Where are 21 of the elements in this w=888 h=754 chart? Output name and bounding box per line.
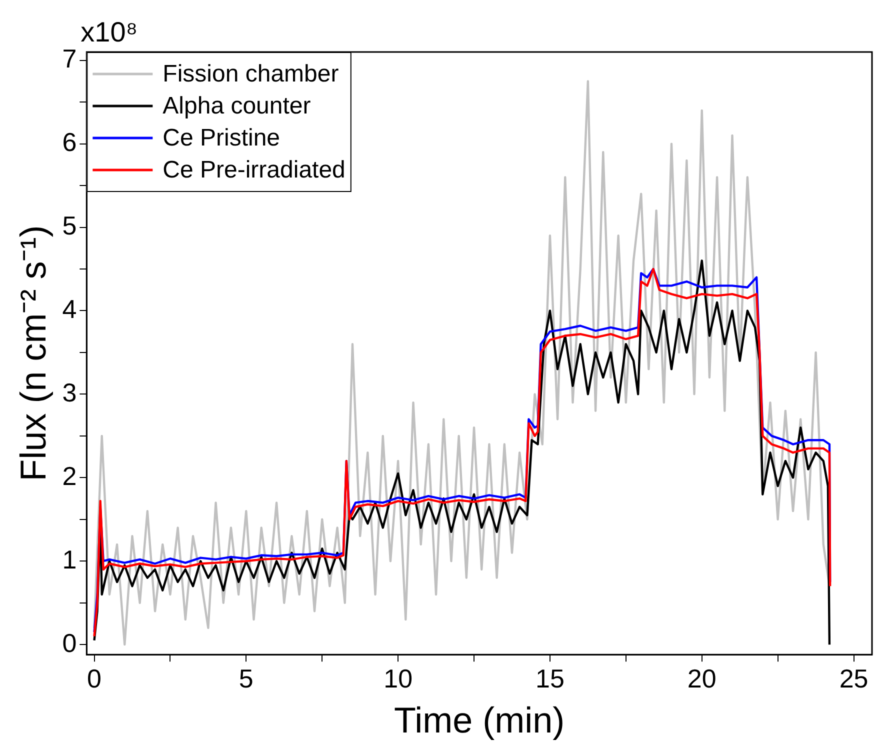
y-axis-title: Flux (n cm⁻² s⁻¹) xyxy=(12,225,54,482)
text: x10⁸ xyxy=(80,16,138,48)
x-tick-label: 0 xyxy=(87,663,102,694)
y-tick-label: 7 xyxy=(62,44,77,74)
x-tick-label: 25 xyxy=(839,663,868,694)
legend-label: Alpha counter xyxy=(162,92,311,120)
legend-label: Fission chamber xyxy=(162,60,339,88)
legend-label: Ce Pre-irradiated xyxy=(162,156,346,184)
x-tick-label: 20 xyxy=(687,663,716,694)
y-tick-label: 5 xyxy=(62,210,77,240)
y-tick-label: 6 xyxy=(62,126,77,157)
y-tick-label: 0 xyxy=(62,628,77,658)
y-tick-label: 3 xyxy=(62,377,77,408)
y-tick-label: 4 xyxy=(62,294,77,324)
y-tick-label: 2 xyxy=(62,460,77,491)
x-tick-label: 5 xyxy=(238,663,254,694)
y-tick-label: 1 xyxy=(62,544,77,574)
legend-label: Ce Pristine xyxy=(162,124,280,152)
x-tick-label: 10 xyxy=(384,663,413,694)
x-axis-title: Time (min) xyxy=(394,699,565,740)
x-tick-label: 15 xyxy=(536,663,564,694)
